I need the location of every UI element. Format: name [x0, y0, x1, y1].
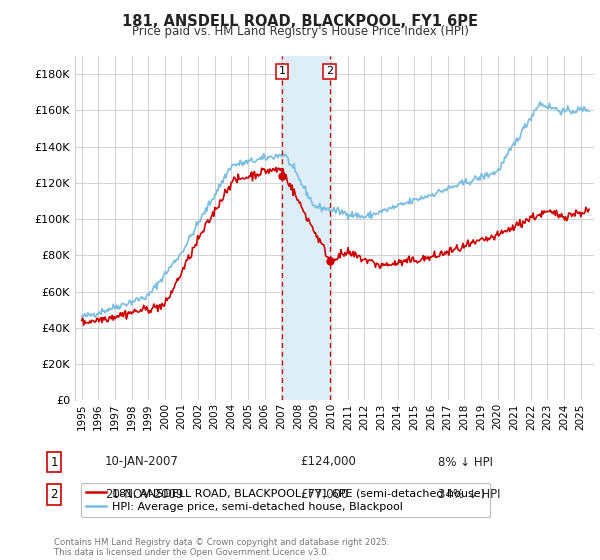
Text: 34% ↓ HPI: 34% ↓ HPI [438, 488, 500, 501]
Text: £124,000: £124,000 [300, 455, 356, 469]
Text: £77,000: £77,000 [300, 488, 349, 501]
Text: 1: 1 [50, 455, 58, 469]
Legend: 181, ANSDELL ROAD, BLACKPOOL, FY1 6PE (semi-detached house), HPI: Average price,: 181, ANSDELL ROAD, BLACKPOOL, FY1 6PE (s… [80, 483, 490, 517]
Text: 2: 2 [50, 488, 58, 501]
Bar [282, 56, 329, 400]
Text: 1: 1 [278, 67, 286, 77]
Text: 2: 2 [326, 67, 333, 77]
Text: 10-JAN-2007: 10-JAN-2007 [105, 455, 179, 469]
Text: 8% ↓ HPI: 8% ↓ HPI [438, 455, 493, 469]
Text: 181, ANSDELL ROAD, BLACKPOOL, FY1 6PE: 181, ANSDELL ROAD, BLACKPOOL, FY1 6PE [122, 14, 478, 29]
Text: Contains HM Land Registry data © Crown copyright and database right 2025.
This d: Contains HM Land Registry data © Crown c… [54, 538, 389, 557]
Text: Price paid vs. HM Land Registry's House Price Index (HPI): Price paid vs. HM Land Registry's House … [131, 25, 469, 38]
Text: 20-NOV-2009: 20-NOV-2009 [105, 488, 184, 501]
